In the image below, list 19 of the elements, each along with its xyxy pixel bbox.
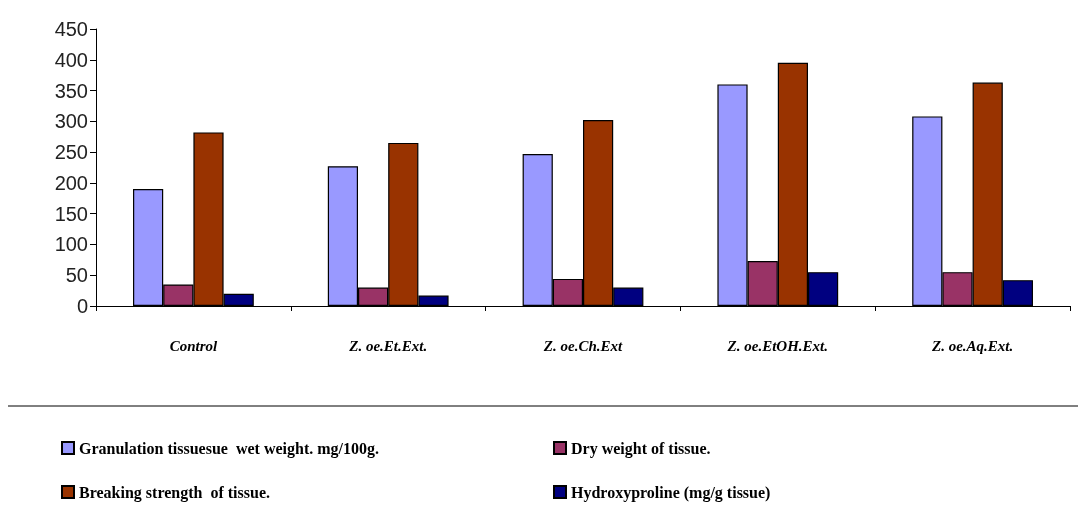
y-tick-label: 200 — [54, 171, 88, 194]
legend-label: Granulation tissuesue wet weight. mg/100g. — [79, 439, 379, 458]
x-tick-label: Z. oe.Aq.Ext. — [930, 337, 1014, 354]
legend-label: Breaking strength of tissue. — [79, 483, 270, 502]
y-tick-label: 250 — [54, 141, 88, 164]
legend-label: Dry weight of tissue. — [571, 439, 711, 458]
x-tick-label: Z. oe.Ch.Ext — [542, 337, 623, 354]
y-tick-label: 0 — [76, 295, 88, 317]
y-tick-label: 350 — [54, 79, 88, 102]
y-tick-label: 50 — [65, 264, 88, 287]
y-tick-label: 100 — [54, 233, 88, 256]
y-tick-label: 400 — [54, 48, 88, 71]
y-tick-label: 300 — [54, 110, 88, 133]
legend-label: Hydroxyproline (mg/g tissue) — [571, 483, 771, 502]
x-tick-label: Z. oe.Et.Ext. — [348, 337, 428, 354]
x-tick-label: Z. oe.EtOH.Ext. — [726, 337, 829, 354]
y-tick-label: 150 — [54, 202, 88, 225]
x-tick-label: Control — [169, 337, 218, 354]
y-tick-label: 450 — [54, 18, 88, 40]
